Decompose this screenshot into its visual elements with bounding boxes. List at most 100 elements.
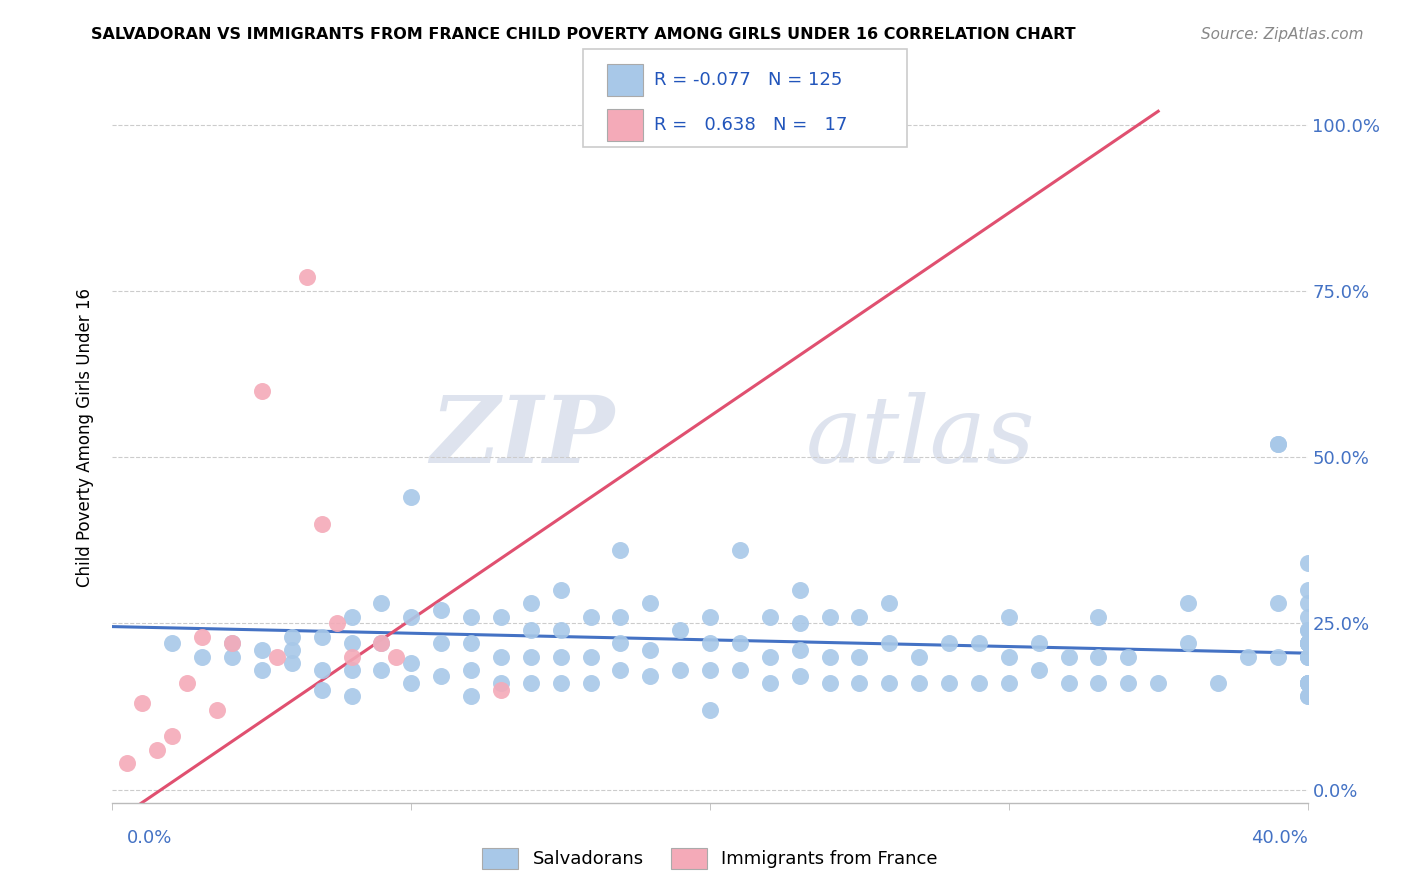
Point <box>640 596 662 610</box>
Point <box>1296 649 1319 664</box>
Point <box>699 636 721 650</box>
Point <box>460 609 482 624</box>
Point <box>1296 690 1319 704</box>
Point <box>879 676 901 690</box>
Point <box>489 676 512 690</box>
Point <box>998 649 1021 664</box>
Point <box>1267 436 1289 450</box>
Point <box>250 643 273 657</box>
Point <box>1296 636 1319 650</box>
Point <box>818 609 841 624</box>
Point <box>1147 676 1170 690</box>
Point <box>1118 676 1140 690</box>
Point <box>191 649 214 664</box>
Point <box>789 643 811 657</box>
Point <box>221 636 243 650</box>
Point <box>385 649 408 664</box>
Point <box>818 649 841 664</box>
Point <box>370 636 392 650</box>
Point <box>520 596 543 610</box>
Point <box>579 649 602 664</box>
Point <box>1296 582 1319 597</box>
Point <box>967 676 990 690</box>
Point <box>1087 609 1109 624</box>
Point <box>728 636 751 650</box>
Point <box>1296 609 1319 624</box>
Point <box>550 623 572 637</box>
Point <box>311 630 333 644</box>
Point <box>879 636 901 650</box>
Point <box>1296 636 1319 650</box>
Text: Source: ZipAtlas.com: Source: ZipAtlas.com <box>1201 27 1364 42</box>
Point <box>401 609 423 624</box>
Point <box>489 682 512 697</box>
Point <box>848 649 870 664</box>
Point <box>117 756 139 770</box>
Point <box>579 676 602 690</box>
Point <box>250 384 273 398</box>
Point <box>205 703 228 717</box>
Point <box>221 649 243 664</box>
Point <box>789 616 811 631</box>
Point <box>340 690 363 704</box>
Point <box>609 663 631 677</box>
Point <box>1028 663 1050 677</box>
Text: 40.0%: 40.0% <box>1251 829 1308 847</box>
Point <box>340 663 363 677</box>
Point <box>789 669 811 683</box>
Point <box>1177 596 1199 610</box>
Point <box>1267 436 1289 450</box>
Point <box>550 649 572 664</box>
Point <box>998 676 1021 690</box>
Point <box>489 609 512 624</box>
Point <box>340 609 363 624</box>
Point <box>908 649 931 664</box>
Point <box>520 623 543 637</box>
Point <box>401 656 423 670</box>
Point <box>1296 676 1319 690</box>
Point <box>640 643 662 657</box>
Point <box>1296 636 1319 650</box>
Point <box>818 676 841 690</box>
Point <box>998 609 1021 624</box>
Point <box>281 643 304 657</box>
Point <box>311 516 333 531</box>
Point <box>1296 676 1319 690</box>
Point <box>1296 636 1319 650</box>
Point <box>191 630 214 644</box>
Point <box>1267 596 1289 610</box>
Point <box>1296 649 1319 664</box>
Point <box>1028 636 1050 650</box>
Point <box>1296 623 1319 637</box>
Point <box>430 669 453 683</box>
Point <box>520 649 543 664</box>
Point <box>430 636 453 650</box>
Point <box>401 490 423 504</box>
Point <box>1057 649 1080 664</box>
Point <box>460 690 482 704</box>
Point <box>699 609 721 624</box>
Point <box>579 609 602 624</box>
Point <box>1177 636 1199 650</box>
Point <box>759 649 782 664</box>
Point <box>1296 690 1319 704</box>
Point <box>520 676 543 690</box>
Point <box>938 676 960 690</box>
Point <box>1296 636 1319 650</box>
Point <box>266 649 288 664</box>
Point <box>728 543 751 558</box>
Point <box>550 676 572 690</box>
Text: ZIP: ZIP <box>430 392 614 482</box>
Point <box>669 623 692 637</box>
Text: R =   0.638   N =   17: R = 0.638 N = 17 <box>654 116 848 134</box>
Point <box>699 703 721 717</box>
Point <box>1296 676 1319 690</box>
Legend: Salvadorans, Immigrants from France: Salvadorans, Immigrants from France <box>472 839 948 878</box>
Text: 0.0%: 0.0% <box>127 829 172 847</box>
Point <box>460 636 482 650</box>
Point <box>1296 596 1319 610</box>
Point <box>1087 649 1109 664</box>
Point <box>146 742 169 756</box>
Point <box>1237 649 1260 664</box>
Point <box>281 630 304 644</box>
